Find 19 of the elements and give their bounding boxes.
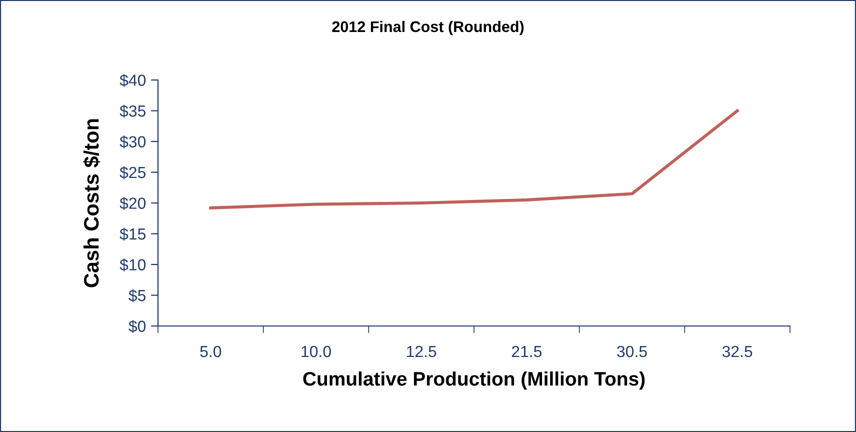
y-tick-label: $20 xyxy=(120,196,146,210)
y-tick-label: $0 xyxy=(128,320,146,333)
y-tick-label: $40 xyxy=(120,74,146,87)
x-tick-label: 21.5 xyxy=(512,346,542,358)
x-tick-label: 32.5 xyxy=(722,346,752,358)
y-tick-label: $10 xyxy=(120,258,146,272)
x-tick-label: 12.5 xyxy=(407,346,436,358)
y-tick-label: $15 xyxy=(120,228,146,241)
x-axis-title: Cumulative Production (Million Tons) xyxy=(303,371,645,390)
chart-title: 2012 Final Cost (Rounded) xyxy=(332,20,524,36)
y-tick-label: $25 xyxy=(120,166,146,180)
x-tick-label: 10.0 xyxy=(302,346,331,358)
y-axis-title: Cash Costs $/ton xyxy=(83,119,100,288)
y-tick-label: $30 xyxy=(120,135,146,148)
y-tick-label: $5 xyxy=(128,289,146,302)
line-series xyxy=(209,109,739,210)
x-tick-label: 5.0 xyxy=(200,346,222,358)
y-tick-label: $35 xyxy=(120,104,146,118)
x-tick-label: 30.5 xyxy=(617,346,647,358)
